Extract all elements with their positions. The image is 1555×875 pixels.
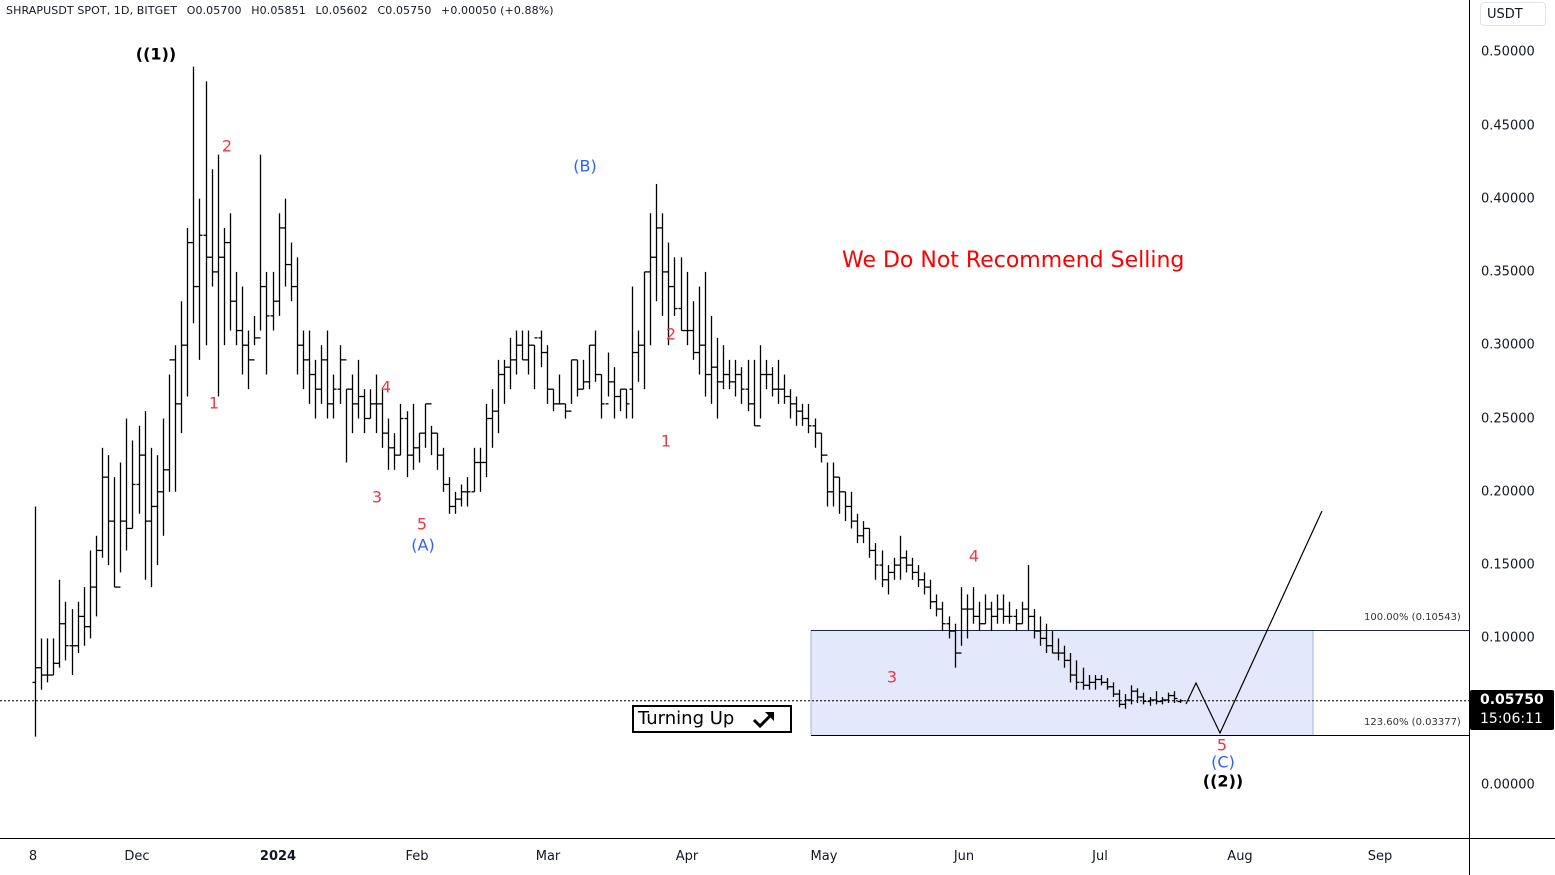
time-tick: Jul: [1092, 849, 1108, 864]
time-tick: 8: [28, 849, 38, 864]
time-tick: Dec: [124, 849, 150, 864]
price-tick: 0.35000: [1481, 264, 1535, 280]
wave-label: 3: [371, 487, 383, 507]
chart-pane[interactable]: SHRAPUSDT SPOT, 1D, BITGET O0.05700 H0.0…: [0, 0, 1469, 838]
time-tick: Jun: [953, 849, 975, 864]
open-value: O0.05700: [186, 4, 242, 17]
wave-label: ((1)): [135, 44, 177, 64]
wave-label: ((2)): [1202, 771, 1244, 791]
wave-label: 4: [968, 546, 980, 566]
price-tick: 0.50000: [1481, 44, 1535, 60]
price-tick: 0.00000: [1481, 777, 1535, 793]
axis-corner: [1469, 838, 1555, 875]
price-tick: 0.25000: [1481, 411, 1535, 427]
wave-label: 2: [221, 136, 233, 156]
wave-label: (A): [411, 535, 435, 555]
wave-label: (C): [1211, 752, 1235, 772]
projection-path: [1185, 510, 1323, 735]
price-axis[interactable]: USDT 0.50000 0.45000 0.40000 0.35000 0.3…: [1469, 0, 1555, 838]
bar-countdown: 15:06:11: [1480, 711, 1543, 727]
turning-up-callout: Turning Up: [632, 705, 792, 733]
close-value: C0.05750: [377, 4, 432, 17]
time-axis[interactable]: 8 Dec 2024 Feb Mar Apr May Jun Jul Aug Sep: [0, 838, 1469, 875]
low-value: L0.05602: [315, 4, 368, 17]
wave-label: 4: [380, 377, 392, 397]
time-tick: 2024: [259, 849, 297, 864]
price-tick: 0.10000: [1481, 630, 1535, 646]
last-price: 0.05750: [1480, 692, 1544, 708]
time-tick: Feb: [405, 849, 429, 864]
turning-up-label: Turning Up: [638, 708, 735, 729]
wave-label: 5: [1216, 735, 1228, 755]
symbol-title[interactable]: SHRAPUSDT SPOT, 1D, BITGET: [6, 4, 178, 17]
price-tick: 0.15000: [1481, 557, 1535, 573]
recommendation-note: We Do Not Recommend Selling: [842, 248, 1185, 273]
time-tick: Sep: [1367, 849, 1393, 864]
wave-label: 3: [886, 667, 898, 687]
currency-selector[interactable]: USDT: [1480, 2, 1546, 26]
fib-zone: [810, 629, 1314, 736]
time-tick: Aug: [1227, 849, 1253, 864]
price-tick: 0.45000: [1481, 118, 1535, 134]
time-tick: May: [810, 849, 838, 864]
ohlc-chart: [0, 66, 1469, 737]
price-tick: 0.30000: [1481, 337, 1535, 353]
wave-label: 2: [665, 324, 677, 344]
time-tick: Apr: [675, 849, 699, 864]
wave-label: 1: [208, 393, 220, 413]
wave-label: (B): [573, 156, 597, 176]
symbol-legend: SHRAPUSDT SPOT, 1D, BITGET O0.05700 H0.0…: [6, 4, 560, 17]
price-tick: 0.20000: [1481, 484, 1535, 500]
wave-label: 5: [416, 514, 428, 534]
time-tick: Mar: [535, 849, 561, 864]
fib-100-label: 100.00% (0.10543): [1364, 612, 1461, 623]
wave-label: 1: [660, 431, 672, 451]
price-tick: 0.40000: [1481, 191, 1535, 207]
arrow-up-right-icon: [752, 707, 776, 734]
fib-123-label: 123.60% (0.03377): [1364, 717, 1461, 728]
last-price-tag: 0.05750 15:06:11: [1470, 690, 1554, 730]
high-value: H0.05851: [251, 4, 306, 17]
change-value: +0.00050 (+0.88%): [441, 4, 554, 17]
